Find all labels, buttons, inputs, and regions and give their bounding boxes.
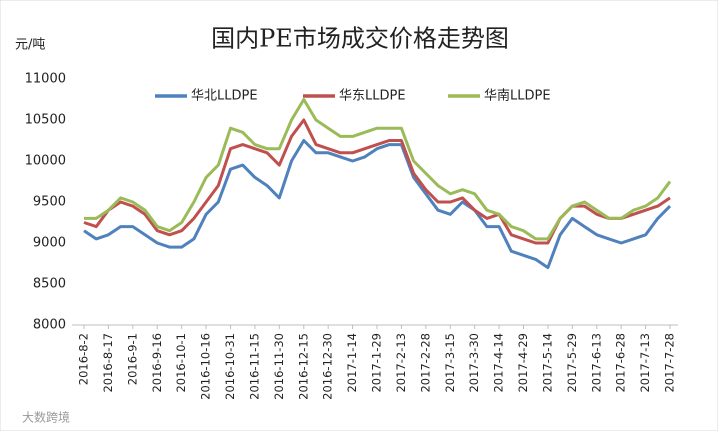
- x-tick-label: 2017-6-13: [589, 333, 603, 393]
- x-tick-label: 2017-3-30: [467, 333, 481, 393]
- footer: 大数跨境: [22, 410, 70, 425]
- x-tick-label: 2016-8-17: [101, 333, 115, 393]
- y-tick-label: 11000: [25, 72, 66, 87]
- x-tick-label: 2017-3-15: [443, 333, 457, 393]
- y-tick-label: 10000: [25, 154, 66, 169]
- x-tick-label: 2016-12-15: [296, 333, 310, 400]
- x-tick-label: 2017-4-29: [516, 333, 530, 393]
- x-tick-label: 2017-5-14: [540, 333, 554, 393]
- x-tick-label: 2016-10-31: [223, 333, 237, 400]
- x-tick-label: 2017-4-14: [492, 333, 506, 393]
- x-tick-label: 2017-6-28: [614, 333, 628, 393]
- y-tick-label: 8000: [33, 318, 66, 333]
- x-tick-label: 2016-11-30: [272, 333, 286, 400]
- y-tick-label: 8500: [33, 277, 66, 292]
- y-tick-label: 9500: [33, 195, 66, 210]
- legend-label: 华北LLDPE: [191, 89, 258, 104]
- chart-title: 国内PE市场成交价格走势图: [211, 25, 509, 53]
- x-tick-label: 2017-1-14: [345, 333, 359, 393]
- x-tick-label: 2017-5-29: [565, 333, 579, 393]
- x-tick-label: 2017-7-28: [663, 333, 677, 393]
- x-tick-label: 2016-10-1: [174, 333, 188, 393]
- x-tick-label: 2016-11-15: [247, 333, 261, 400]
- y-axis-label: 元/吨: [15, 38, 45, 53]
- legend-label: 华东LLDPE: [339, 89, 406, 104]
- x-tick-label: 2016-12-30: [321, 333, 335, 400]
- x-tick-label: 2016-9-1: [125, 333, 139, 385]
- y-tick-label: 9000: [33, 236, 66, 251]
- series-line: [83, 139, 672, 270]
- x-tick-label: 2017-1-29: [370, 333, 384, 393]
- x-tick-label: 2016-8-2: [77, 333, 91, 385]
- x-tick-label: 2017-2-13: [394, 333, 408, 393]
- x-tick-label: 2017-7-13: [638, 333, 652, 393]
- x-tick-label: 2016-10-16: [199, 333, 213, 400]
- series-line: [84, 98, 672, 241]
- y-tick-label: 10500: [25, 113, 66, 128]
- legend-label: 华南LLDPE: [484, 88, 551, 104]
- x-tick-label: 2017-2-28: [418, 333, 432, 393]
- x-tick-label: 2016-9-16: [150, 333, 164, 393]
